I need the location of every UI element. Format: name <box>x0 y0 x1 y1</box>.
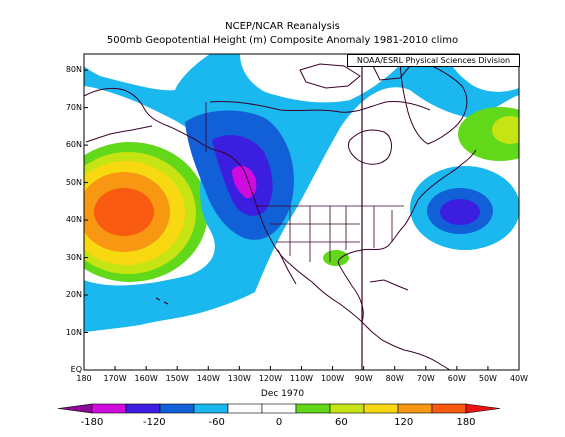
lat-label: 50N <box>65 177 82 187</box>
lat-label: EQ <box>70 365 82 374</box>
colorbar-label: 0 <box>275 417 283 428</box>
lat-label: 10N <box>65 327 82 337</box>
map-title: NCEP/NCAR Reanalysis <box>225 21 340 32</box>
colorbar-segment <box>91 403 127 414</box>
colorbar-label: 180 <box>456 417 476 428</box>
alaska-coast <box>84 87 245 171</box>
south-america <box>403 349 451 370</box>
lat-label: 20N <box>65 290 82 300</box>
pacific-ridge-core <box>94 188 154 236</box>
colorbar-label: -60 <box>208 417 225 428</box>
colorbar-segment <box>261 403 297 414</box>
colorbar-segment <box>227 403 263 414</box>
colorbar-segment <box>193 403 229 414</box>
atlantic-trough-core <box>440 199 480 225</box>
coastlines <box>84 54 477 370</box>
colorbar-segment <box>363 403 399 414</box>
colorbar-segment <box>431 403 467 414</box>
colorbar-segment <box>57 403 93 414</box>
west-coast <box>243 169 363 323</box>
lat-label: 40N <box>65 215 82 225</box>
political-borders <box>205 102 404 262</box>
baja <box>277 249 297 285</box>
arctic-coast <box>209 101 431 113</box>
central-america <box>361 321 405 351</box>
colorbar-segment <box>125 403 161 414</box>
lon-label: 70W <box>416 374 435 383</box>
gulf-small-ridge <box>323 250 349 266</box>
colorbar-segment <box>397 403 433 414</box>
colorbar-segment <box>159 403 195 414</box>
hudson-bay <box>347 129 392 165</box>
credit-label: NOAA/ESRL Physical Sciences Division <box>347 54 520 67</box>
date-label: Dec 1970 <box>260 389 305 399</box>
colorbar-segment <box>465 403 501 414</box>
axis-ticks <box>83 69 520 371</box>
atlantic-ridge-core <box>492 116 519 144</box>
colorbar-segment <box>329 403 365 414</box>
colorbar-label: 60 <box>334 417 348 428</box>
lon-label: 120W <box>258 374 283 383</box>
east-coast <box>403 149 477 227</box>
lon-label: 60W <box>447 374 466 383</box>
lon-label: 130W <box>227 374 251 383</box>
hawaii <box>155 297 169 305</box>
lon-label: 170W <box>103 374 127 383</box>
map-subtitle: 500mb Geopotential Height (m) Composite … <box>106 35 459 46</box>
colorbar-label: -120 <box>142 417 166 428</box>
lon-label: 100W <box>320 374 345 383</box>
lon-label: 160W <box>134 374 158 383</box>
pacific-north-neutral <box>84 54 210 91</box>
arctic-islands <box>299 63 361 89</box>
lon-label: 40W <box>509 374 529 383</box>
lat-label: 30N <box>65 252 82 262</box>
aleutian-chain <box>85 125 153 143</box>
cuba <box>369 279 409 291</box>
lat-label: 80N <box>65 65 82 75</box>
lon-label: 140W <box>196 374 220 383</box>
lon-label: 80W <box>385 374 404 383</box>
colorbar-label: -180 <box>80 417 104 428</box>
lon-label: 50W <box>478 374 497 383</box>
lon-label: 110W <box>289 374 314 383</box>
lat-label: 70N <box>65 102 82 112</box>
colorbar-label: 120 <box>394 417 414 428</box>
lon-label: 90W <box>354 374 373 383</box>
gulf-coast <box>337 225 405 323</box>
lat-label: 60N <box>65 140 82 150</box>
lon-label: 150W <box>165 374 189 383</box>
colorbar-segment <box>295 403 331 414</box>
lon-label: 180 <box>76 374 92 383</box>
greenland <box>399 54 468 145</box>
western-trough-core <box>232 165 257 199</box>
